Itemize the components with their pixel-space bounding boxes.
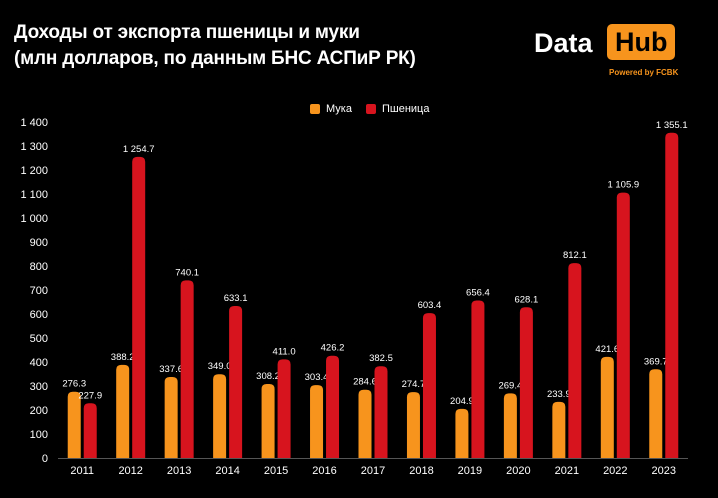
legend-item-muka: Мука xyxy=(310,103,352,115)
x-tick-label: 2013 xyxy=(167,465,191,477)
data-label-muka: 308.2 xyxy=(256,371,280,382)
bar-muka xyxy=(406,392,420,458)
legend-swatch-muka xyxy=(310,104,320,114)
y-tick-label: 700 xyxy=(30,285,48,297)
bar-muka xyxy=(116,364,130,458)
data-label-pshenitsa: 628.1 xyxy=(514,294,538,305)
data-label-muka: 388.2 xyxy=(111,352,135,363)
bar-muka xyxy=(67,391,81,458)
bar-pshenitsa xyxy=(374,366,388,458)
data-label-muka: 369.7 xyxy=(644,356,668,367)
data-label-muka: 349.0 xyxy=(208,361,232,372)
y-tick-label: 0 xyxy=(42,453,48,465)
data-label-muka: 204.9 xyxy=(450,396,474,407)
x-tick-label: 2012 xyxy=(118,465,142,477)
legend-label-pshenitsa: Пшеница xyxy=(381,103,430,115)
bar-muka xyxy=(600,356,614,458)
chart-title-line2: (млн долларов, по данным БНС АСПиР РК) xyxy=(14,48,416,69)
data-label-pshenitsa: 633.1 xyxy=(224,293,248,304)
x-tick-label: 2014 xyxy=(215,465,239,477)
data-label-pshenitsa: 426.2 xyxy=(321,343,345,354)
legend-swatch-pshenitsa xyxy=(365,104,376,114)
x-tick-label: 2022 xyxy=(603,465,627,477)
legend-label-muka: Мука xyxy=(326,103,352,115)
data-label-muka: 303.4 xyxy=(305,372,329,383)
bar-muka xyxy=(358,389,372,458)
x-tick-label: 2016 xyxy=(312,465,336,477)
bar-pshenitsa xyxy=(83,403,97,458)
y-tick-label: 400 xyxy=(30,357,48,369)
y-tick-label: 1 000 xyxy=(20,213,48,225)
logo-data-text: Data xyxy=(534,28,593,58)
logo-powered-text: Powered by FCBK xyxy=(609,68,679,77)
chart-title-line1: Доходы от экспорта пшеницы и муки xyxy=(14,22,360,43)
data-label-muka: 233.9 xyxy=(547,389,571,400)
y-tick-label: 1 200 xyxy=(20,165,48,177)
y-tick-label: 900 xyxy=(30,237,48,249)
y-tick-label: 1 100 xyxy=(20,189,48,201)
y-tick-label: 800 xyxy=(30,261,48,273)
data-label-pshenitsa: 603.4 xyxy=(418,300,442,311)
bar-pshenitsa xyxy=(277,359,291,458)
bar-pshenitsa xyxy=(180,280,194,458)
bar-pshenitsa xyxy=(326,355,340,458)
chart-title: Доходы от экспорта пшеницы и муки (млн д… xyxy=(14,20,416,72)
bar-pshenitsa xyxy=(471,300,485,458)
y-tick-label: 1 300 xyxy=(20,141,48,153)
x-tick-label: 2015 xyxy=(264,465,288,477)
bar-pshenitsa xyxy=(568,263,582,458)
y-tick-label: 500 xyxy=(30,333,48,345)
data-label-muka: 274.7 xyxy=(402,379,426,390)
data-label-pshenitsa: 227.9 xyxy=(78,390,102,401)
bar-muka xyxy=(503,393,517,458)
data-label-pshenitsa: 1 355.1 xyxy=(656,120,688,131)
bar-pshenitsa xyxy=(616,192,630,459)
bar-muka xyxy=(261,384,275,458)
data-label-muka: 421.6 xyxy=(595,344,619,355)
x-tick-label: 2018 xyxy=(409,465,433,477)
bar-muka xyxy=(455,408,469,458)
bar-muka xyxy=(213,374,227,458)
x-tick-label: 2021 xyxy=(555,465,579,477)
x-tick-label: 2023 xyxy=(652,465,676,477)
bar-pshenitsa xyxy=(519,307,533,458)
data-label-muka: 337.6 xyxy=(159,364,183,375)
data-label-pshenitsa: 656.4 xyxy=(466,287,490,298)
legend-item-pshenitsa: Пшеница xyxy=(365,103,430,115)
bar-pshenitsa xyxy=(229,306,243,458)
data-label-pshenitsa: 740.1 xyxy=(175,267,199,278)
data-label-pshenitsa: 411.0 xyxy=(273,346,296,357)
y-tick-label: 1 400 xyxy=(20,117,48,129)
x-tick-label: 2020 xyxy=(506,465,530,477)
bar-muka xyxy=(310,385,324,458)
bar-muka xyxy=(552,401,566,458)
bar-pshenitsa xyxy=(132,156,146,458)
datahub-logo: Data Hub Powered by FCBK xyxy=(532,22,684,82)
x-tick-label: 2011 xyxy=(70,465,94,477)
chart-legend: Мука Пшеница xyxy=(310,101,443,117)
bar-muka xyxy=(164,376,178,458)
x-tick-label: 2017 xyxy=(361,465,385,477)
data-label-muka: 269.4 xyxy=(498,380,522,391)
data-label-muka: 276.3 xyxy=(62,379,86,390)
data-label-pshenitsa: 1 254.7 xyxy=(123,144,155,155)
y-tick-label: 300 xyxy=(30,381,48,393)
logo-hub-text: Hub xyxy=(607,24,676,60)
data-label-pshenitsa: 812.1 xyxy=(563,250,587,261)
y-tick-label: 600 xyxy=(30,309,48,321)
x-tick-label: 2019 xyxy=(458,465,482,477)
data-label-pshenitsa: 382.5 xyxy=(369,353,393,364)
bar-muka xyxy=(649,369,663,458)
data-label-pshenitsa: 1 105.9 xyxy=(607,180,639,191)
data-label-muka: 284.6 xyxy=(353,377,377,388)
y-tick-label: 100 xyxy=(30,429,48,441)
y-tick-label: 200 xyxy=(30,405,48,417)
bar-pshenitsa xyxy=(665,132,679,458)
bar-pshenitsa xyxy=(422,313,436,458)
